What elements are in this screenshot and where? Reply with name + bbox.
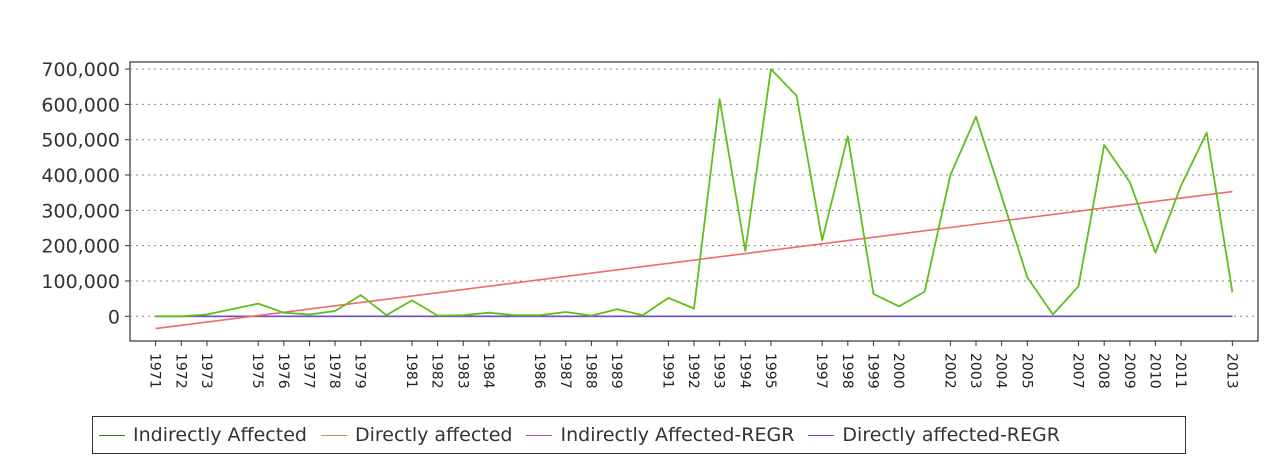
x-tick-label: 1977: [300, 353, 316, 389]
series-line-indirectly-affected-regr: [155, 190, 1233, 330]
series-line-indirectly-affected: [155, 68, 1234, 318]
x-tick-label: 1992: [685, 353, 701, 389]
x-tick-label: 1991: [659, 353, 675, 389]
legend-item: Indirectly Affected-REGR: [526, 424, 794, 446]
legend-label: Directly affected-REGR: [842, 424, 1060, 446]
y-tick-label: 100,000: [41, 271, 120, 293]
x-axis: 1971 1972 1973 1975 1976 1977 1978 1979 1981 1982…: [147, 341, 1239, 389]
x-tick-label: 2002: [941, 353, 957, 389]
x-tick-label: 2011: [1172, 353, 1188, 389]
x-tick-label: 1997: [813, 353, 829, 389]
y-tick-label: 300,000: [41, 200, 120, 222]
x-tick-label: 1973: [198, 353, 214, 389]
x-tick-label: 2008: [1095, 353, 1111, 389]
x-tick-label: 1975: [249, 353, 265, 389]
legend-item: Directly affected-REGR: [808, 424, 1060, 446]
legend-label: Indirectly Affected: [133, 424, 307, 446]
legend: Indirectly Affected Directly affected In…: [92, 416, 1186, 454]
x-tick-label: 1995: [762, 353, 778, 389]
legend-swatch: [99, 434, 125, 436]
x-tick-label: 1989: [608, 353, 624, 389]
x-tick-label: 2009: [1121, 353, 1137, 389]
x-tick-label: 1978: [326, 353, 342, 389]
legend-swatch: [808, 434, 835, 436]
x-tick-label: 1993: [711, 353, 727, 389]
y-tick-label: 700,000: [41, 59, 120, 81]
x-tick-label: 1984: [480, 353, 496, 389]
x-tick-label: 1976: [275, 353, 291, 389]
x-tick-label: 1983: [454, 353, 470, 389]
x-tick-label: 2010: [1146, 353, 1162, 389]
x-tick-label: 1972: [172, 353, 188, 389]
x-tick-label: 2007: [1070, 353, 1086, 389]
y-tick-label: 400,000: [41, 165, 120, 187]
x-tick-label: 2000: [890, 353, 906, 389]
legend-item: Indirectly Affected: [99, 424, 307, 446]
x-tick-label: 1998: [839, 353, 855, 389]
x-tick-label: 1988: [582, 353, 598, 389]
x-tick-label: 1979: [352, 353, 368, 389]
y-tick-label: 600,000: [41, 94, 120, 116]
legend-swatch: [320, 434, 347, 436]
x-tick-label: 2003: [967, 353, 983, 389]
series-group: [155, 68, 1234, 330]
legend-label: Directly affected: [354, 424, 513, 446]
legend-label: Indirectly Affected-REGR: [560, 424, 795, 446]
legend-item: Directly affected: [320, 424, 513, 446]
chart: 0 100,000 200,000 300,000 400,000 500,000 600,…: [41, 59, 1259, 389]
x-tick-label: 1986: [531, 353, 547, 389]
legend-swatch: [526, 434, 553, 436]
x-tick-label: 1982: [429, 353, 445, 389]
y-tick-label: 500,000: [41, 130, 120, 152]
x-tick-label: 2005: [1018, 353, 1034, 389]
x-tick-label: 1994: [736, 353, 752, 389]
x-tick-label: 1999: [864, 353, 880, 389]
x-tick-label: 1971: [147, 353, 163, 389]
x-tick-label: 1987: [557, 353, 573, 389]
plot-area: [129, 61, 1259, 342]
x-tick-label: 1981: [403, 353, 419, 389]
y-tick-label: 200,000: [41, 236, 120, 258]
grid: [130, 68, 1258, 317]
y-tick-label: 0: [108, 306, 120, 328]
x-tick-label: 2004: [993, 353, 1009, 389]
y-axis: 0 100,000 200,000 300,000 400,000 500,000 600,…: [41, 59, 130, 328]
x-tick-label: 2013: [1223, 353, 1239, 389]
